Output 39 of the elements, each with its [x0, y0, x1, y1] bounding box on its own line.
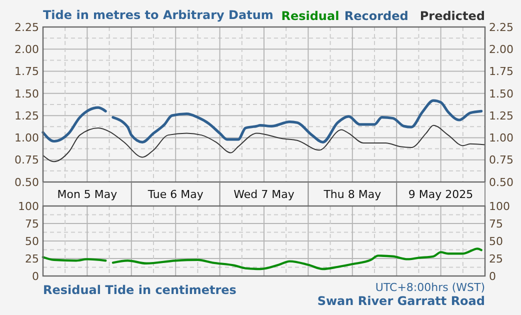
y2-tick-label: 2.00 — [489, 42, 514, 56]
y2-tick-label: 0.75 — [489, 154, 514, 167]
x-tick-label: 9 May 2025 — [408, 188, 474, 201]
y2-tick-label: 1.75 — [489, 65, 514, 78]
y-tick-label: 75 — [25, 217, 39, 230]
y-tick-label: 25 — [25, 252, 39, 266]
text: Residual Tide in centimetres — [43, 283, 236, 297]
y2-tick-label: 1.50 — [489, 87, 514, 100]
y-tick-label: 100 — [18, 200, 39, 213]
y2-tick-label: 1.00 — [489, 132, 514, 145]
y-tick-label: 0.50 — [14, 176, 39, 189]
y-tick-label: 0.75 — [14, 154, 39, 167]
text: Recorded — [344, 9, 408, 23]
y2-tick-label: 50 — [489, 234, 503, 248]
text: Swan River Garratt Road — [317, 294, 485, 308]
y-tick-label: 1.25 — [14, 109, 39, 122]
y-tick-label: 2.00 — [14, 42, 39, 56]
x-tick-label: Wed 7 May — [234, 188, 295, 201]
y-tick-label: 2.25 — [14, 20, 39, 34]
y2-tick-label: 0 — [489, 270, 496, 283]
y-tick-label: 1.75 — [14, 65, 39, 78]
text: Residual — [281, 9, 340, 23]
y-tick-label: 1.50 — [14, 87, 39, 100]
line-series — [42, 124, 486, 162]
y2-tick-label: 0.50 — [489, 176, 514, 189]
text: UTC+8:00hrs (WST) — [375, 281, 485, 294]
x-tick-label: Tue 6 May — [146, 188, 204, 201]
y2-tick-label: 25 — [489, 252, 503, 266]
y2-tick-label: 75 — [489, 217, 503, 230]
y2-tick-label: 1.25 — [489, 109, 514, 122]
y-tick-label: 1.00 — [14, 132, 39, 145]
x-tick-label: Thu 8 May — [322, 188, 382, 201]
y-tick-label: 0 — [32, 270, 39, 283]
x-tick-label: Mon 5 May — [57, 188, 118, 201]
y-tick-label: 50 — [25, 234, 39, 248]
y2-tick-label: 2.25 — [489, 20, 514, 34]
chart-title: Tide in metres to Arbitrary Datum — [43, 8, 274, 22]
text: Predicted — [420, 9, 485, 23]
y2-tick-label: 100 — [489, 200, 510, 213]
